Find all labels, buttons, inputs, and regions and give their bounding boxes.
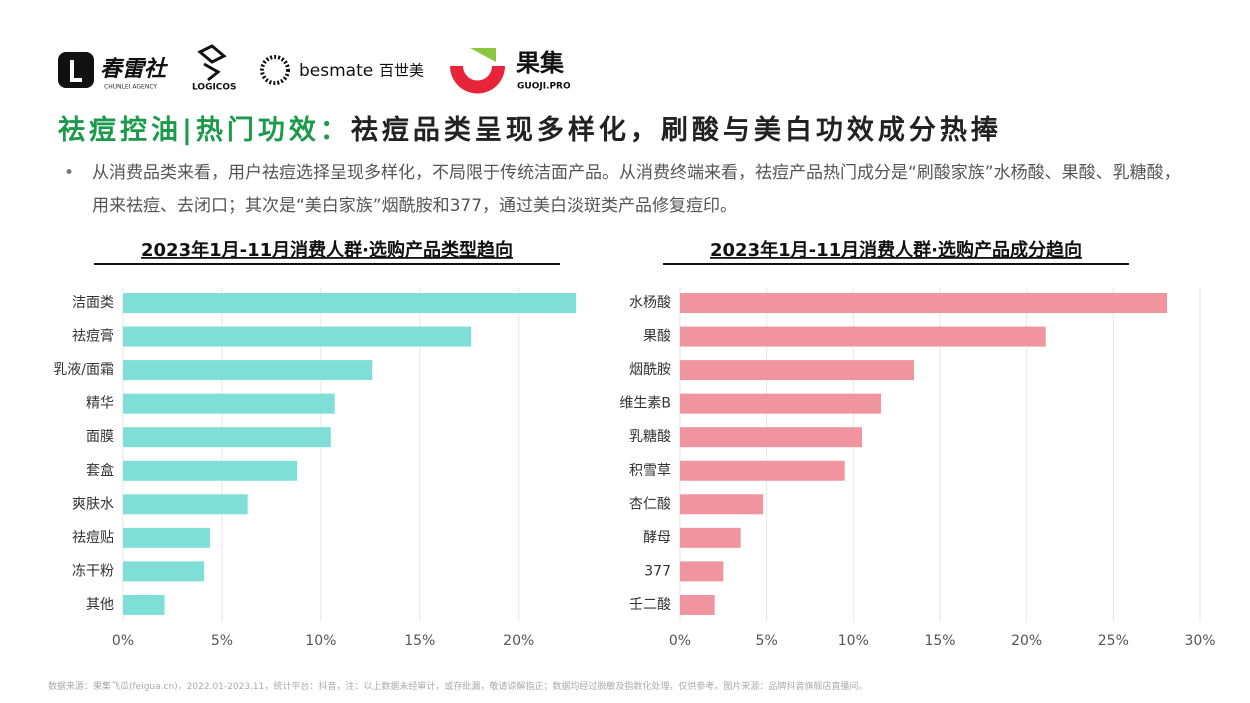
y-tick-label: 积雪草 [629,463,671,479]
bullet-text: 从消费品类来看，用户祛痘选择呈现多样化，不局限于传统洁面产品。从消费终端来看，祛… [92,163,1181,216]
bar [123,561,205,582]
y-tick-label: 乳糖酸 [629,429,671,445]
x-tick-label: 5% [211,633,233,649]
x-tick-label: 15% [404,633,435,649]
chart-title: 2023年1月-11月消费人群·选购产品成分趋向 [710,239,1082,261]
bar [123,293,577,313]
y-tick-label: 精华 [86,396,114,412]
x-tick-label: 5% [756,633,778,649]
y-tick-label: 洁面类 [72,295,114,311]
y-tick-label: 爽肤水 [72,496,114,512]
y-tick-label: 杏仁酸 [629,496,671,512]
bullet-dot: • [64,163,75,183]
y-tick-label: 果酸 [643,329,671,345]
bar [680,527,741,548]
x-tick-label: 15% [924,633,955,649]
x-tick-label: 30% [1184,633,1215,649]
x-tick-label: 25% [1098,633,1129,649]
logo-icon [260,55,290,85]
y-tick-label: 水杨酸 [629,295,671,311]
bar [123,360,373,381]
bar [680,460,845,481]
bar [680,561,724,582]
bar [123,494,248,515]
x-tick-label: 0% [112,633,134,649]
x-tick-label: 10% [305,633,336,649]
y-tick-label: 套盒 [86,462,114,479]
bar [680,293,1168,313]
x-tick-label: 20% [503,633,534,649]
y-tick-label: 酵母 [643,530,671,546]
y-tick-label: 祛痘膏 [72,328,114,345]
title-highlight: 祛痘控油|热门功效： [58,115,351,146]
bar [123,326,472,347]
bar [123,594,165,615]
bar [680,594,715,615]
y-tick-label: 烟酰胺 [629,362,671,378]
charts: 2023年1月-11月消费人群·选购产品类型趋向 0% 5% 10% 15% 20% 洁面类… [53,239,1215,649]
logo-text: LOGICOS [192,83,237,93]
logo-text: 百世美 [379,62,424,80]
logo-text: CHUNLEI AGENCY [104,84,157,91]
y-tick-label: 乳液/面霜 [53,362,114,378]
y-tick-label: 377 [644,563,671,579]
x-tick-label: 0% [669,633,691,649]
bar [680,393,882,414]
logo-bar: 春雷社 CHUNLEI AGENCY LOGICOS besmate 百世美 果… [58,44,571,94]
bar [123,427,331,448]
bar [123,393,335,414]
y-tick-label: 其他 [86,597,114,613]
title-rest: 祛痘品类呈现多样化，刷酸与美白功效成分热捧 [350,115,1002,146]
bar [123,460,298,481]
y-tick-label: 祛痘贴 [72,530,114,546]
bar [123,527,211,548]
x-tick-label: 10% [838,633,869,649]
logo-text: GUOJI.PRO [517,82,571,92]
bar [680,326,1046,347]
logo-text: besmate [299,61,373,81]
logo-text: 果集 [516,49,565,77]
footnote: 数据来源：果集飞瓜(feigua.cn)，2022.01-2023.11，统计平… [48,682,868,692]
y-tick-label: 冻干粉 [72,562,114,579]
title: 祛痘控油|热门功效：祛痘品类呈现多样化，刷酸与美白功效成分热捧 [58,108,1002,147]
y-tick-label: 壬二酸 [629,597,671,613]
y-tick-label: 面膜 [86,429,114,445]
bar [680,494,764,515]
y-tick-label: 维生素B [619,396,671,412]
x-tick-label: 20% [1011,633,1042,649]
logo-icon [58,52,94,88]
chart-title: 2023年1月-11月消费人群·选购产品类型趋向 [141,239,513,261]
bar [680,427,862,448]
bar [680,360,914,381]
logo-icon [450,66,505,94]
logo-text: 春雷社 [100,56,169,82]
